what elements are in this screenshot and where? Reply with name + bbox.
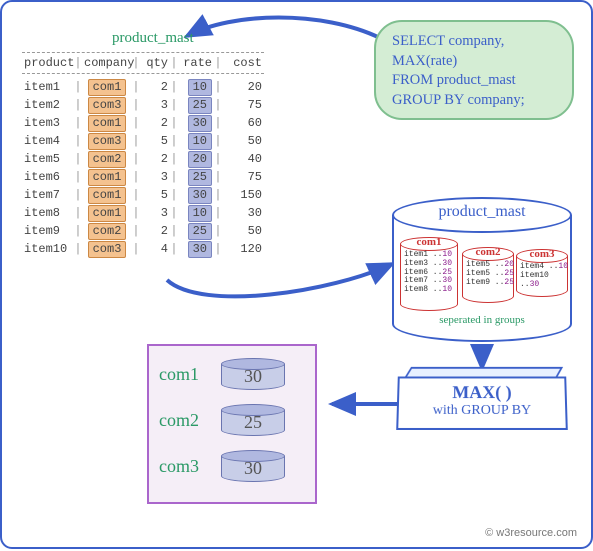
footer-credit: © w3resource.com	[485, 527, 577, 539]
table-row: item6|com1|3|25|75	[22, 168, 264, 186]
max-label: MAX( )	[399, 382, 565, 403]
table-row: item2|com3|3|25|75	[22, 96, 264, 114]
table-row: item7|com1|5|30|150	[22, 186, 264, 204]
table-row: item3|com1|2|30|60	[22, 114, 264, 132]
diagram-canvas: product_mast product| company| qty| rate…	[0, 0, 593, 549]
db-title: product_mast	[392, 203, 572, 221]
table-row: item10|com3|4|30|120	[22, 240, 264, 258]
header-cost: cost	[222, 56, 264, 70]
product-table: product| company| qty| rate| cost item1|…	[22, 52, 264, 258]
header-product: product	[22, 56, 74, 70]
group-com3: com3 item4 ..10item10 ..30	[516, 249, 568, 297]
result-box: com130 com225 com330	[147, 344, 317, 504]
sql-line: SELECT company,	[392, 32, 556, 52]
group-com2: com2 item5 ..20item5 ..25item9 ..25	[462, 247, 514, 303]
table-row: item5|com2|2|20|40	[22, 150, 264, 168]
header-company: company	[82, 56, 132, 70]
result-row: com330	[159, 450, 305, 482]
header-rate: rate	[178, 56, 214, 70]
database-cylinder: product_mast seperated in groups com1 it…	[392, 197, 572, 342]
group-com1: com1 item1 ..10item3 ..30item6 ..25item7…	[400, 237, 458, 311]
result-row: com130	[159, 358, 305, 390]
header-qty: qty	[140, 56, 170, 70]
table-header: product| company| qty| rate| cost	[22, 52, 264, 74]
table-row: item1|com1|2|10|20	[22, 78, 264, 96]
table-row: item4|com3|5|10|50	[22, 132, 264, 150]
db-caption: seperated in groups	[392, 314, 572, 326]
sql-query-box: SELECT company, MAX(rate) FROM product_m…	[374, 20, 574, 120]
table-title: product_mast	[112, 30, 194, 47]
result-row: com225	[159, 404, 305, 436]
sql-line: MAX(rate)	[392, 52, 556, 72]
max-subtitle: with GROUP BY	[399, 403, 566, 419]
table-row: item9|com2|2|25|50	[22, 222, 264, 240]
table-row: item8|com1|3|10|30	[22, 204, 264, 222]
max-function-box: MAX( ) with GROUP BY	[396, 377, 568, 430]
sql-line: FROM product_mast	[392, 71, 556, 91]
sql-line: GROUP BY company;	[392, 91, 556, 111]
